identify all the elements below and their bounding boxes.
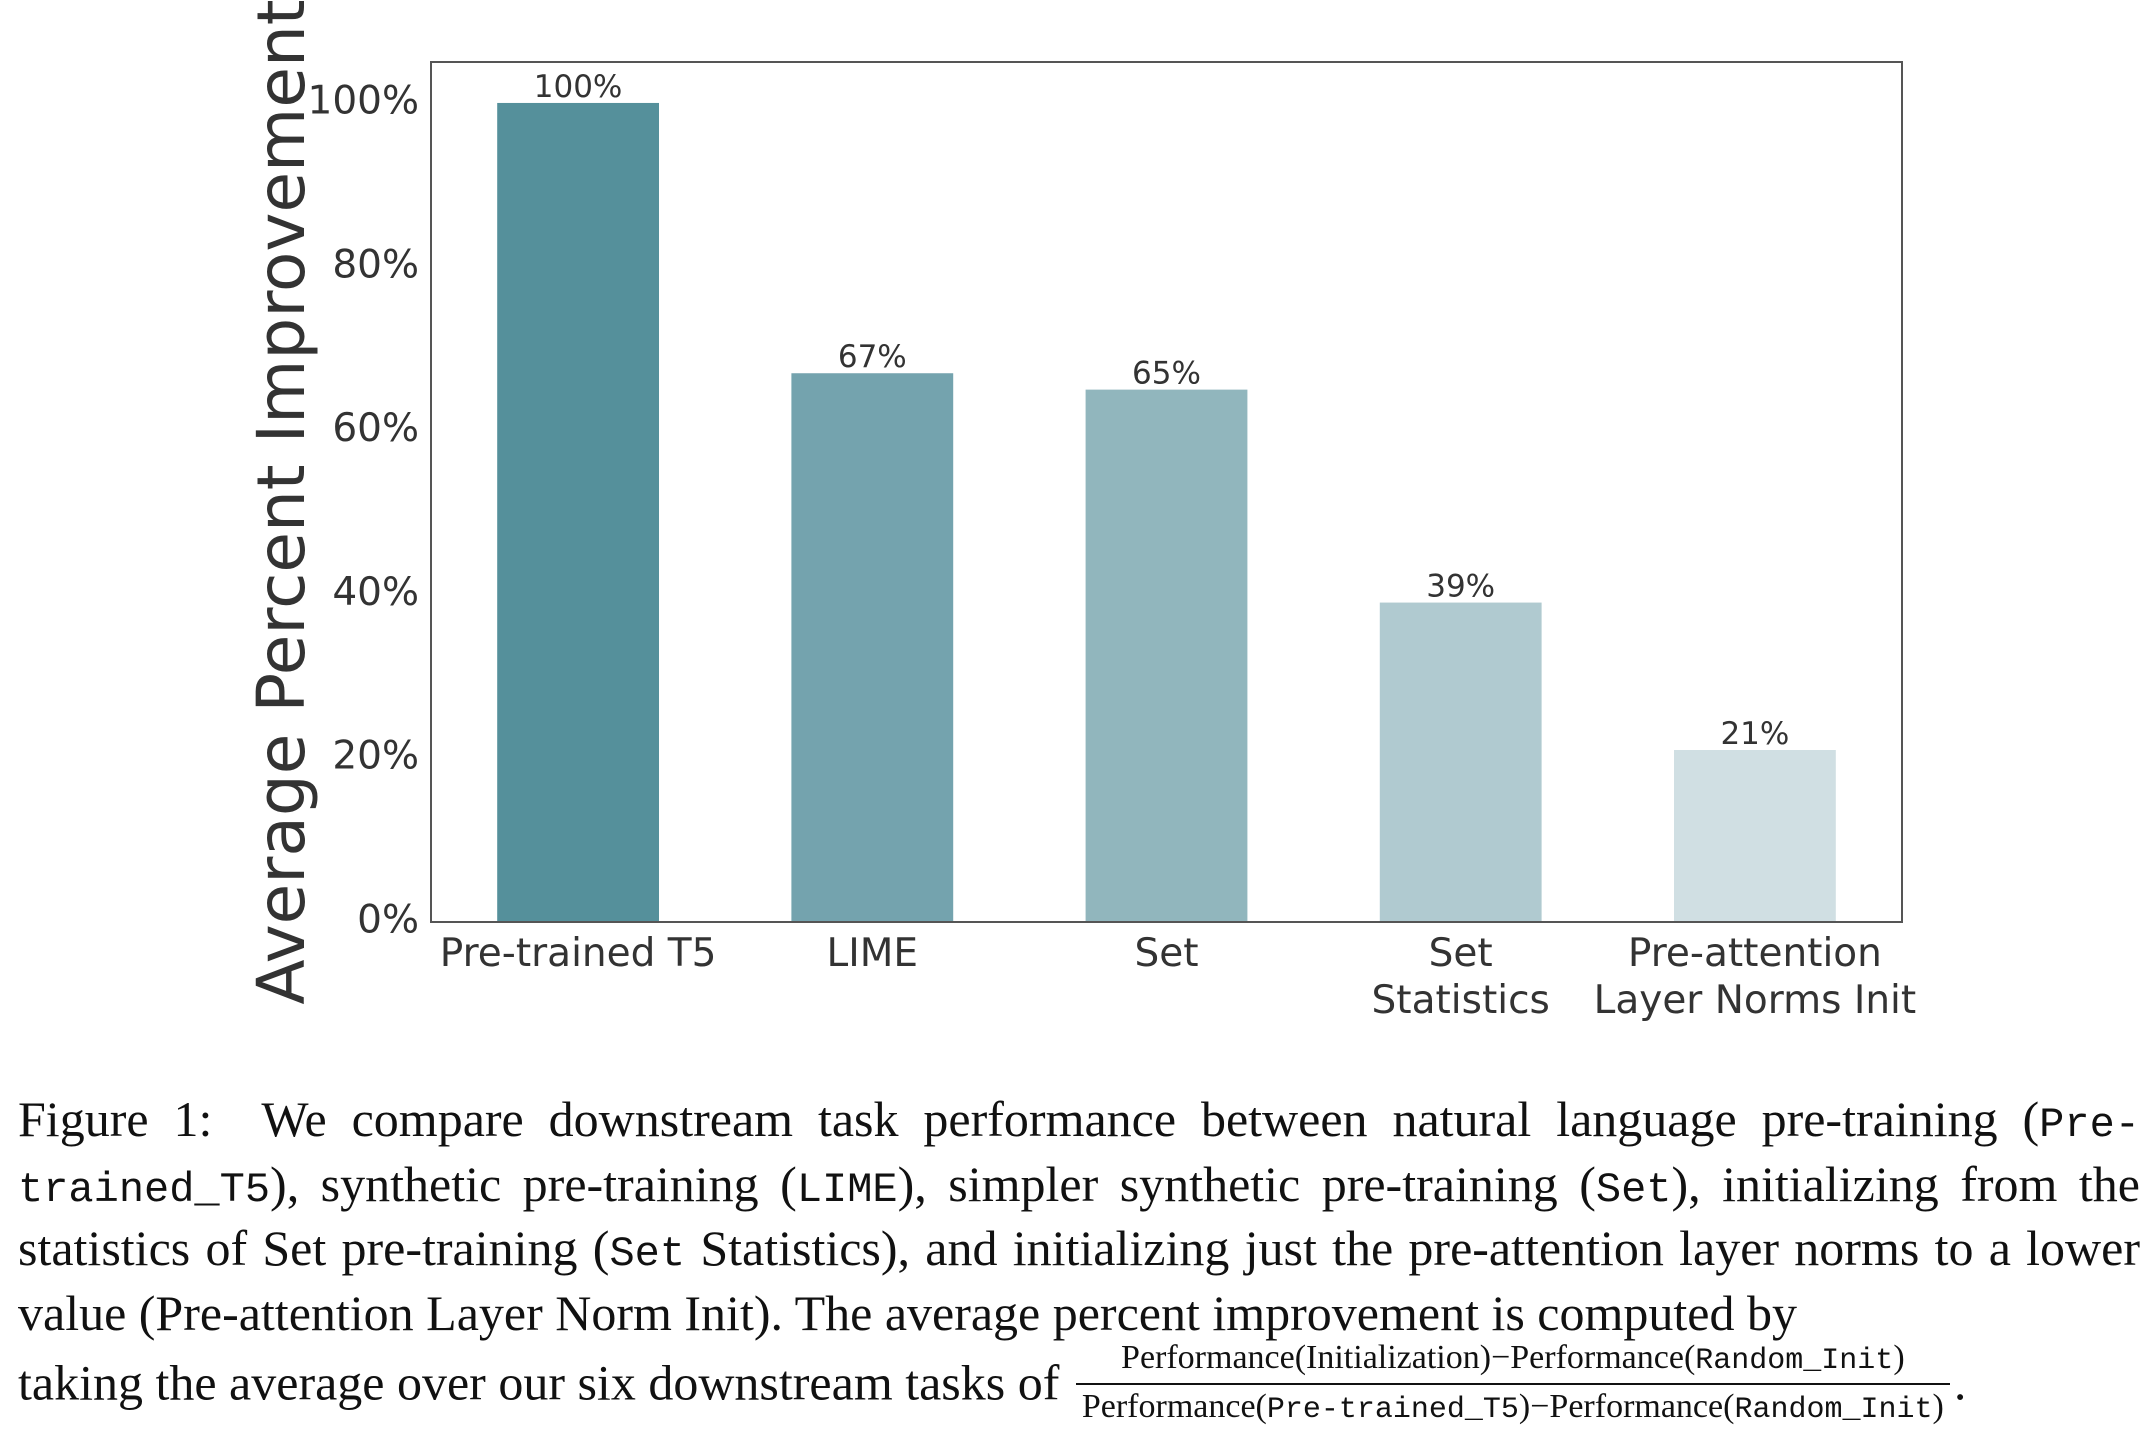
numerator-text-a: Performance(Initialization)−Performance( — [1121, 1339, 1696, 1376]
data-label-2: 65% — [1132, 356, 1201, 392]
bar-2 — [1085, 389, 1248, 923]
x-tick-label-line: Layer Norms Init — [1594, 978, 1917, 1023]
denominator-code-1: Pre-trained_T5 — [1266, 1393, 1519, 1427]
caption-end-mark: . — [1953, 1354, 1967, 1411]
formula-numerator: Performance(Initialization)−Performance(… — [1075, 1338, 1950, 1385]
x-tick-label-line: Statistics — [1372, 978, 1550, 1023]
denominator-text-b: )−Performance( — [1518, 1388, 1735, 1425]
denominator-text-c: ) — [1932, 1388, 1944, 1425]
bar-4 — [1673, 750, 1836, 922]
caption-text-5: Statistics), and initializing just the p… — [18, 1220, 2140, 1341]
y-tick-label-4: 80% — [332, 242, 419, 287]
code-lime: LIME — [796, 1165, 898, 1214]
x-tick-label-4: Pre-attention Layer Norms Init — [1594, 931, 1917, 1023]
x-tick-label-3: Set Statistics — [1372, 931, 1550, 1023]
plot-frame — [430, 61, 1903, 923]
formula-denominator: Performance(Pre-trained_T5)−Performance(… — [1076, 1385, 1950, 1430]
x-tick-label-0: Pre-trained T5 — [440, 931, 717, 976]
caption-paragraph: Figure 1: We compare downstream task per… — [18, 1090, 2140, 1434]
bar-chart: 0% 20% 40% 60% 80% 100% Pre-trained T5 LIME Set… — [243, 0, 1916, 1023]
caption-last-line: taking the average over our six downstre… — [18, 1339, 2140, 1434]
data-label-4: 21% — [1720, 716, 1789, 752]
x-tick-label-line: LIME — [827, 931, 919, 976]
x-tick-label-1: LIME — [827, 931, 919, 976]
data-label-0: 100% — [534, 69, 623, 105]
x-tick-label-2: Set — [1134, 931, 1198, 976]
numerator-code: Random_Init — [1695, 1344, 1894, 1378]
denominator-code-2: Random_Init — [1734, 1393, 1933, 1427]
data-label-3: 39% — [1426, 569, 1495, 605]
figure-caption: Figure 1: We compare downstream task per… — [18, 1090, 2140, 1434]
y-axis-label: Average Percent Improvement — [243, 0, 320, 1005]
y-tick-label-2: 40% — [332, 570, 419, 615]
caption-label: Figure 1: — [18, 1091, 213, 1147]
y-axis: 0% 20% 40% 60% 80% 100% — [308, 78, 420, 942]
caption-text-4: ), initializing from the statistics of S… — [18, 1155, 2140, 1277]
caption-text-1: We compare downstream task performance b… — [261, 1091, 2040, 1147]
code-pretrained-t5: Pre-trained_T5 — [18, 1101, 2140, 1214]
denominator-text-a: Performance( — [1081, 1388, 1267, 1425]
x-tick-label-line: Pre-trained T5 — [440, 931, 717, 976]
x-tick-label-line: Set — [1429, 931, 1493, 976]
improvement-formula: Performance(Initialization)−Performance(… — [1075, 1338, 1950, 1430]
caption-text-2: ), synthetic pre-training ( — [270, 1155, 797, 1212]
caption-text-3: ), simpler synthetic pre-training ( — [897, 1155, 1596, 1212]
x-axis: Pre-trained T5 LIME Set Set StatisticsPre-at… — [440, 931, 1916, 1023]
data-label-1: 67% — [838, 339, 907, 375]
x-tick-label-line: Set — [1134, 931, 1198, 976]
x-tick-label-line: Pre-attention — [1628, 931, 1882, 976]
code-set: Set — [1595, 1165, 1672, 1214]
data-labels-group: 100% 67% 65% 39% 21% — [534, 69, 1790, 752]
y-tick-label-1: 20% — [332, 734, 419, 779]
bar-0 — [497, 102, 660, 922]
y-tick-label-3: 60% — [332, 406, 419, 451]
bars-group — [497, 102, 1836, 923]
y-tick-label-0: 0% — [357, 898, 419, 943]
code-set-statistics: Set — [609, 1230, 686, 1278]
y-tick-label-5: 100% — [308, 78, 420, 123]
caption-text-6: taking the average over our six downstre… — [18, 1354, 1060, 1411]
bar-3 — [1379, 602, 1542, 922]
bar-1 — [791, 373, 954, 922]
numerator-text-b: ) — [1893, 1339, 1905, 1376]
